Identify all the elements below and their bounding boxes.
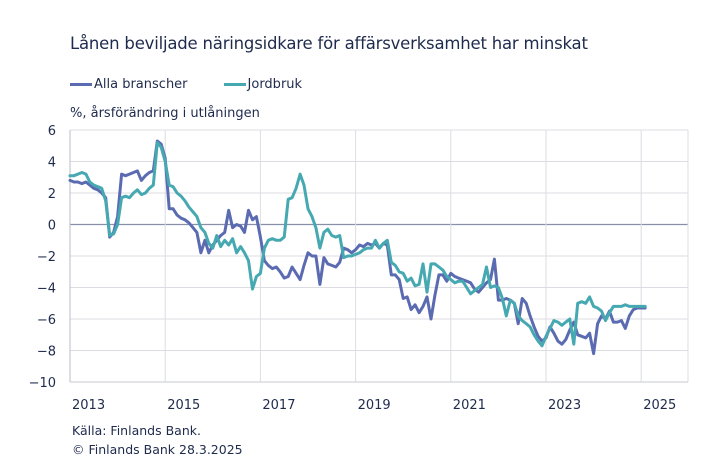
y-tick-label: −4 — [37, 282, 56, 297]
source-text: Källa: Finlands Bank. — [72, 423, 201, 438]
copyright-text: © Finlands Bank 28.3.2025 — [72, 442, 243, 457]
x-tick-label: 2015 — [167, 398, 200, 413]
y-tick-label: −10 — [29, 376, 56, 391]
x-axis-ticks: 2013 2015 2017 2019 2021 2023 2025 — [72, 398, 676, 413]
x-tick-label: 2013 — [72, 398, 105, 413]
y-tick-label: −8 — [37, 345, 56, 360]
y-tick-label: 2 — [48, 187, 56, 202]
x-tick-label: 2025 — [643, 398, 676, 413]
x-tick-label: 2019 — [358, 398, 391, 413]
legend-label-jordbruk: Jordbruk — [247, 77, 303, 92]
y-tick-label: −6 — [37, 313, 56, 328]
legend-item-alla-branscher: Alla branscher — [70, 77, 188, 92]
y-tick-label: 4 — [48, 156, 56, 171]
source-note: Källa: Finlands Bank. © Finlands Bank 28… — [72, 421, 243, 459]
series-lines — [68, 139, 647, 356]
legend: Alla branscher Jordbruk — [70, 77, 302, 92]
y-tick-label: 6 — [48, 124, 56, 139]
x-tick-label: 2021 — [453, 398, 486, 413]
legend-item-jordbruk: Jordbruk — [223, 77, 303, 92]
y-axis-label: %, årsförändring i utlåningen — [70, 106, 260, 121]
y-tick-label: 0 — [48, 219, 56, 234]
legend-swatch-jordbruk — [223, 83, 246, 86]
x-tick-label: 2017 — [262, 398, 295, 413]
legend-swatch-alla-branscher — [70, 83, 92, 86]
y-tick-label: −2 — [37, 250, 56, 265]
legend-label-alla-branscher: Alla branscher — [94, 77, 188, 92]
y-axis-ticks: 6 4 2 0 −2 −4 −6 −8 −10 — [29, 124, 56, 391]
chart-title: Lånen beviljade näringsidkare för affärs… — [70, 34, 588, 53]
x-tick-label: 2023 — [548, 398, 581, 413]
series-line-jordbruk — [68, 141, 647, 348]
